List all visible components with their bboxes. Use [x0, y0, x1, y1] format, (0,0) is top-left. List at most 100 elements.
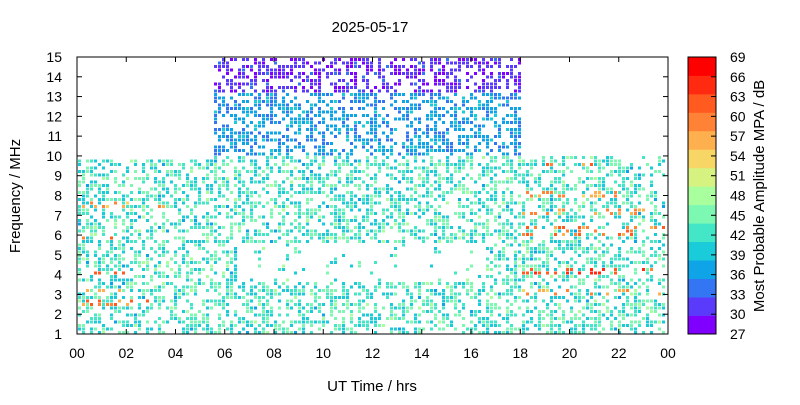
- heatmap-cell: [210, 229, 213, 233]
- heatmap-cell: [114, 292, 117, 296]
- heatmap-cell: [434, 107, 437, 110]
- heatmap-cell: [230, 229, 233, 233]
- heatmap-cell: [466, 142, 469, 145]
- heatmap-cell: [558, 264, 561, 268]
- heatmap-cell: [446, 110, 449, 114]
- heatmap-cell: [158, 275, 161, 278]
- heatmap-cell: [294, 138, 297, 142]
- heatmap-cell: [618, 313, 621, 317]
- heatmap-cell: [282, 264, 285, 268]
- heatmap-cell: [338, 79, 341, 82]
- heatmap-cell: [242, 65, 245, 68]
- heatmap-cell: [662, 205, 665, 208]
- heatmap-cell: [462, 331, 465, 334]
- heatmap-cell: [526, 191, 529, 194]
- heatmap-cell: [382, 240, 385, 243]
- heatmap-cell: [534, 247, 537, 250]
- heatmap-cell: [346, 299, 349, 303]
- heatmap-cell: [486, 268, 489, 271]
- heatmap-cell: [534, 250, 537, 254]
- heatmap-cell: [118, 261, 121, 264]
- heatmap-cell: [458, 163, 461, 166]
- heatmap-cell: [78, 222, 81, 226]
- heatmap-cell: [402, 156, 405, 159]
- heatmap-cell: [578, 177, 581, 180]
- heatmap-cell: [362, 289, 365, 292]
- heatmap-cell: [574, 296, 577, 299]
- heatmap-cell: [426, 191, 429, 194]
- heatmap-cell: [438, 138, 441, 142]
- heatmap-cell: [630, 303, 633, 306]
- heatmap-cell: [662, 226, 665, 229]
- heatmap-cell: [270, 86, 273, 89]
- heatmap-cell: [658, 303, 661, 306]
- heatmap-cell: [550, 320, 553, 324]
- heatmap-cell: [538, 257, 541, 261]
- heatmap-cell: [570, 243, 573, 247]
- heatmap-cell: [586, 303, 589, 306]
- heatmap-cell: [182, 219, 185, 222]
- heatmap-cell: [102, 226, 105, 229]
- heatmap-cell: [114, 201, 117, 205]
- heatmap-cell: [214, 166, 217, 170]
- heatmap-cell: [290, 100, 293, 103]
- heatmap-cell: [402, 243, 405, 247]
- heatmap-cell: [574, 201, 577, 205]
- heatmap-cell: [90, 229, 93, 233]
- heatmap-cell: [550, 327, 553, 331]
- heatmap-cell: [506, 299, 509, 303]
- heatmap-cell: [142, 243, 145, 247]
- heatmap-cell: [474, 117, 477, 121]
- heatmap-cell: [462, 236, 465, 240]
- heatmap-cell: [478, 86, 481, 89]
- heatmap-cell: [514, 313, 517, 317]
- heatmap-cell: [230, 138, 233, 142]
- colorbar-tick-label: 36: [730, 267, 746, 283]
- heatmap-cell: [214, 285, 217, 289]
- heatmap-cell: [518, 163, 521, 166]
- heatmap-cell: [222, 250, 225, 254]
- heatmap-cell: [270, 208, 273, 212]
- heatmap-cell: [278, 184, 281, 187]
- heatmap-cell: [222, 303, 225, 306]
- heatmap-cell: [374, 107, 377, 110]
- heatmap-cell: [610, 243, 613, 247]
- heatmap-cell: [490, 247, 493, 250]
- heatmap-cell: [450, 191, 453, 194]
- heatmap-cell: [454, 61, 457, 65]
- heatmap-cell: [230, 271, 233, 275]
- heatmap-cell: [406, 131, 409, 135]
- heatmap-cell: [418, 236, 421, 240]
- heatmap-cell: [386, 198, 389, 201]
- heatmap-cell: [342, 254, 345, 257]
- heatmap-cell: [246, 240, 249, 243]
- heatmap-cell: [558, 306, 561, 310]
- heatmap-cell: [498, 61, 501, 65]
- heatmap-cell: [446, 215, 449, 219]
- heatmap-cell: [570, 233, 573, 236]
- heatmap-cell: [574, 299, 577, 303]
- heatmap-cell: [390, 86, 393, 89]
- heatmap-cell: [330, 61, 333, 65]
- heatmap-cell: [498, 124, 501, 128]
- colorbar-segment: [688, 315, 716, 335]
- heatmap-cell: [494, 243, 497, 247]
- heatmap-cell: [522, 289, 525, 292]
- heatmap-cell: [374, 149, 377, 152]
- heatmap-cell: [278, 299, 281, 303]
- heatmap-cell: [282, 72, 285, 75]
- heatmap-cell: [526, 327, 529, 331]
- heatmap-cell: [366, 324, 369, 327]
- heatmap-cell: [334, 117, 337, 121]
- heatmap-cell: [354, 58, 357, 61]
- heatmap-cell: [190, 289, 193, 292]
- heatmap-cell: [570, 229, 573, 233]
- heatmap-cell: [338, 128, 341, 131]
- heatmap-cell: [338, 208, 341, 212]
- heatmap-cell: [254, 124, 257, 128]
- heatmap-cell: [590, 261, 593, 264]
- heatmap-cell: [382, 292, 385, 296]
- heatmap-cell: [546, 187, 549, 191]
- heatmap-cell: [102, 177, 105, 180]
- heatmap-cell: [94, 296, 97, 299]
